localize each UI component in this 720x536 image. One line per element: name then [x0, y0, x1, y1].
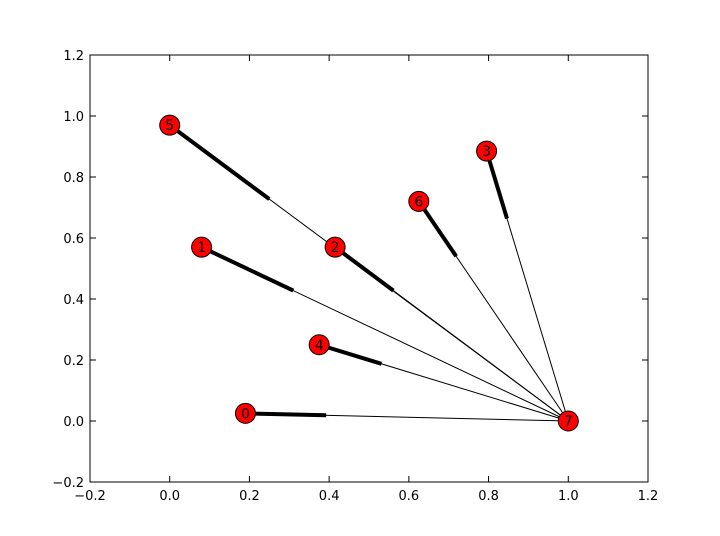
- edge-arrow: [318, 342, 383, 366]
- x-tick-label: 0.2: [239, 489, 260, 504]
- edge-arrow: [417, 200, 458, 258]
- node-label: 3: [482, 144, 491, 160]
- node-label: 1: [197, 240, 206, 256]
- edge-arrow: [245, 411, 327, 418]
- x-tick-label: 1.0: [558, 489, 579, 504]
- node-marker: [476, 140, 498, 162]
- y-tick-label: −0.2: [52, 476, 84, 491]
- node-3: 3: [476, 140, 498, 162]
- node-marker: [408, 190, 430, 212]
- nodes-layer: 0 1 2 3 4 5 6 7: [159, 114, 579, 432]
- node-0: 0: [234, 402, 256, 424]
- edge-4-7: [318, 342, 569, 422]
- edge-arrow: [168, 123, 271, 201]
- edges-layer: [168, 123, 569, 422]
- node-5: 5: [159, 114, 181, 136]
- x-tick-label: 0.6: [399, 489, 420, 504]
- node-marker: [308, 334, 330, 356]
- edge-arrow: [484, 150, 509, 220]
- node-marker: [557, 410, 579, 432]
- node-label: 2: [331, 240, 340, 256]
- y-axis-ticks: −0.2 0.0 0.2 0.4 0.6 0.8 1.0 1.2: [52, 49, 648, 491]
- node-label: 7: [564, 414, 573, 430]
- y-tick-label: 1.2: [63, 49, 84, 64]
- x-tick-label: 0.0: [159, 489, 180, 504]
- edge-6-7: [417, 200, 569, 422]
- node-marker: [234, 402, 256, 424]
- x-axis-ticks: −0.2 0.0 0.2 0.4 0.6 0.8 1.0 1.2: [74, 55, 658, 504]
- y-tick-label: 1.0: [63, 110, 84, 125]
- edge-arrow: [200, 245, 295, 293]
- edge-5-7: [168, 123, 569, 422]
- node-label: 0: [241, 406, 250, 422]
- plot-frame: [89, 54, 649, 483]
- node-label: 5: [165, 118, 174, 134]
- node-1: 1: [191, 236, 213, 258]
- node-label: 4: [315, 338, 324, 354]
- y-tick-label: 0.2: [63, 354, 84, 369]
- node-marker: [191, 236, 213, 258]
- node-label: 6: [414, 194, 423, 210]
- node-6: 6: [408, 190, 430, 212]
- x-tick-label: −0.2: [74, 489, 106, 504]
- x-tick-label: 1.2: [638, 489, 659, 504]
- edge-0-7: [245, 411, 569, 422]
- node-marker: [324, 236, 346, 258]
- edge-3-7: [484, 150, 569, 422]
- x-tick-label: 0.8: [478, 489, 499, 504]
- edge-1-7: [200, 245, 569, 422]
- node-7: 7: [557, 410, 579, 432]
- node-2: 2: [324, 236, 346, 258]
- y-tick-label: 0.6: [63, 232, 84, 247]
- node-marker: [159, 114, 181, 136]
- node-4: 4: [308, 334, 330, 356]
- y-tick-label: 0.8: [63, 171, 84, 186]
- x-tick-label: 0.4: [319, 489, 340, 504]
- y-tick-label: 0.4: [63, 293, 84, 308]
- y-tick-label: 0.0: [63, 415, 84, 430]
